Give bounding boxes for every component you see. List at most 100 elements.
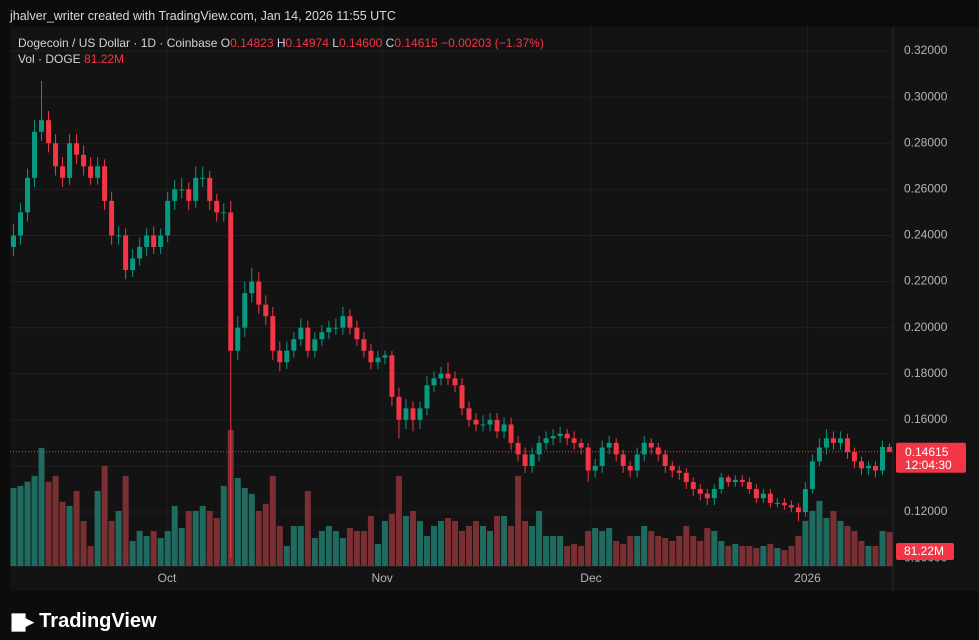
candle-body bbox=[711, 489, 717, 499]
volume-bar bbox=[795, 535, 802, 566]
candle-body bbox=[18, 212, 24, 236]
volume-bar bbox=[430, 525, 437, 566]
volume-bar bbox=[178, 528, 185, 566]
volume-bar bbox=[711, 530, 718, 566]
candle-body bbox=[872, 465, 878, 471]
volume-bar bbox=[115, 510, 122, 566]
volume-bar bbox=[564, 545, 571, 566]
candle-body bbox=[242, 293, 248, 328]
candle-body bbox=[172, 189, 178, 201]
legend: Dogecoin / US Dollar · 1D · Coinbase O0.… bbox=[18, 36, 544, 50]
volume-bar bbox=[480, 525, 487, 566]
candle-body bbox=[431, 378, 437, 386]
volume-bar bbox=[571, 543, 578, 566]
candle-body bbox=[858, 461, 864, 469]
candle-body bbox=[732, 479, 738, 483]
candle-body bbox=[361, 339, 367, 351]
y-tick-label: 0.32000 bbox=[904, 43, 948, 57]
candle-body bbox=[256, 281, 262, 305]
candle-body bbox=[214, 200, 220, 213]
volume-bar bbox=[501, 515, 508, 566]
candle-body bbox=[627, 465, 633, 471]
candle-body bbox=[116, 235, 122, 237]
volume-bar bbox=[655, 535, 662, 566]
candle-body bbox=[102, 166, 108, 201]
candle-body bbox=[655, 447, 661, 455]
volume-bar bbox=[697, 540, 704, 566]
candle-body bbox=[522, 454, 528, 466]
candle-body bbox=[641, 442, 647, 455]
candle-body bbox=[494, 419, 500, 432]
legend-symbol: Dogecoin / US Dollar · 1D · Coinbase bbox=[18, 36, 218, 50]
candle-body bbox=[886, 446, 892, 452]
y-tick-label: 0.20000 bbox=[904, 320, 948, 334]
volume-bar bbox=[171, 505, 178, 566]
volume-bar bbox=[823, 518, 830, 566]
volume-bar bbox=[73, 490, 80, 566]
volume-bar bbox=[129, 540, 136, 566]
candle-body bbox=[704, 493, 710, 499]
candle-body bbox=[844, 438, 850, 453]
volume-bar bbox=[164, 530, 171, 566]
volume-bar bbox=[872, 545, 879, 566]
volume-bar bbox=[543, 535, 550, 566]
candle-body bbox=[417, 408, 423, 420]
volume-bar bbox=[606, 528, 613, 566]
volume-bar bbox=[536, 510, 543, 566]
volume-bar bbox=[395, 475, 402, 566]
volume-bar bbox=[487, 530, 494, 566]
candle-body bbox=[284, 350, 290, 363]
volume-bar bbox=[627, 535, 634, 566]
y-tick-label: 0.18000 bbox=[904, 366, 948, 380]
volume-bar bbox=[669, 540, 676, 566]
x-tick-label: 2026 bbox=[794, 571, 821, 585]
volume-value: 81.22M bbox=[84, 52, 125, 66]
volume-bar bbox=[557, 535, 564, 566]
volume-bar bbox=[248, 493, 255, 566]
candle-body bbox=[781, 502, 787, 506]
candle-body bbox=[599, 447, 605, 466]
candle-body bbox=[480, 424, 486, 426]
volume-bar bbox=[87, 545, 94, 566]
candle-body bbox=[249, 281, 255, 294]
candle-body bbox=[396, 396, 402, 420]
volume-legend: Vol · DOGE 81.22M bbox=[18, 52, 124, 66]
volume-bar bbox=[262, 503, 269, 566]
volume-bar bbox=[662, 538, 669, 566]
y-tick-label: 0.28000 bbox=[904, 135, 948, 149]
volume-bar bbox=[374, 543, 381, 566]
candle-body bbox=[186, 189, 192, 201]
candle-body bbox=[389, 355, 395, 397]
volume-bar bbox=[276, 525, 283, 566]
x-tick-label: Nov bbox=[371, 571, 392, 585]
volume-bar bbox=[578, 545, 585, 566]
candle-body bbox=[193, 177, 199, 201]
candle-body bbox=[508, 424, 514, 443]
candle-body bbox=[550, 435, 556, 439]
volume-bar bbox=[269, 475, 276, 566]
candle-body bbox=[319, 332, 325, 340]
y-tick-label: 0.22000 bbox=[904, 274, 948, 288]
candle-body bbox=[613, 442, 619, 455]
candle-body bbox=[739, 479, 745, 483]
volume-name: Vol · DOGE bbox=[18, 52, 81, 66]
volume-bar bbox=[837, 520, 844, 566]
candle-body bbox=[445, 373, 451, 379]
brand: ▇▸ TradingView bbox=[12, 610, 157, 632]
candle-body bbox=[676, 470, 682, 473]
volume-bar bbox=[38, 447, 45, 566]
candle-body bbox=[543, 438, 549, 443]
volume-bar bbox=[150, 530, 157, 566]
volume-bar bbox=[318, 530, 325, 566]
candle-body bbox=[228, 212, 234, 351]
credit: jhalver_writer created with TradingView.… bbox=[10, 9, 396, 23]
y-tick-label: 0.30000 bbox=[904, 89, 948, 103]
candle-body bbox=[53, 143, 59, 167]
volume-last-label: 81.22M bbox=[904, 544, 944, 558]
volume-bar bbox=[311, 538, 318, 566]
volume-bar bbox=[367, 515, 374, 566]
volume-bar bbox=[241, 487, 248, 566]
legend-low: 0.14600 bbox=[338, 36, 383, 50]
candle-body bbox=[746, 482, 752, 490]
candle-body bbox=[382, 355, 388, 358]
